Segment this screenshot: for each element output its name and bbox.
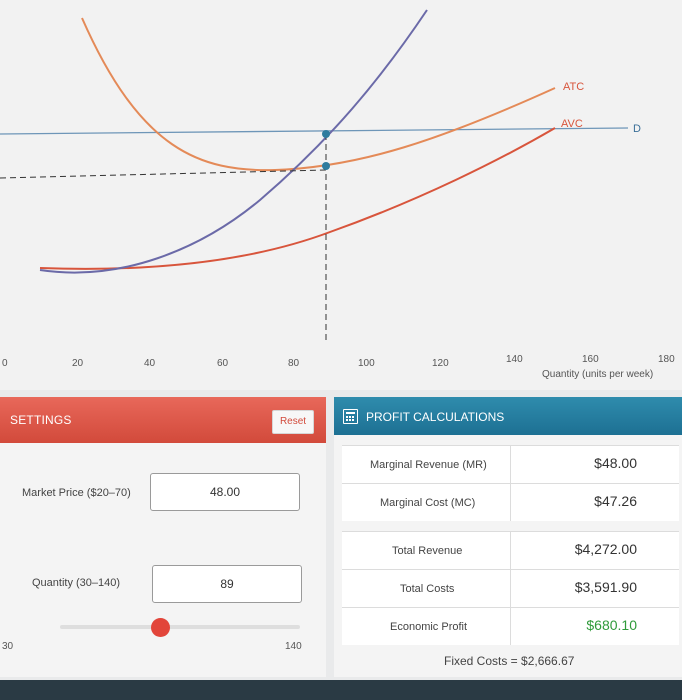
row-divider [510,570,511,607]
chart-svg: 0 20 40 60 80 100 120 140 160 180 Quanti… [0,9,675,380]
economic-profit-label: Economic Profit [390,621,468,633]
price-point[interactable] [322,130,330,138]
economic-profit-row: Economic Profit $680.10 [342,607,679,645]
calculator-icon [343,409,358,424]
mc-label: Marginal Cost (MC) [380,497,476,509]
x-tick-80: 80 [288,358,300,369]
total-costs-label: Total Costs [400,583,455,595]
profit-title: PROFIT CALCULATIONS [366,410,505,424]
atc-guide-line [0,169,327,179]
profit-panel: PROFIT CALCULATIONS Marginal Revenue (MR… [334,397,682,677]
x-tick-160: 160 [582,354,599,365]
row-divider [510,532,511,569]
x-axis: 0 20 40 60 80 100 120 140 160 180 Quanti… [2,354,675,380]
quantity-slider-track[interactable] [60,625,300,629]
mr-value: $48.00 [594,455,637,471]
x-tick-140: 140 [506,354,523,365]
quantity-slider-thumb[interactable] [151,618,170,637]
row-divider [510,608,511,645]
avc-curve [39,127,556,270]
economic-profit-value: $680.10 [586,617,637,633]
x-tick-60: 60 [217,358,229,369]
x-tick-120: 120 [432,358,449,369]
bottom-bar [0,680,682,700]
quantity-input[interactable]: 89 [152,565,302,603]
x-axis-label: Quantity (units per week) [542,369,653,380]
atc-label: ATC [563,81,584,93]
total-revenue-label: Total Revenue [392,545,463,557]
avc-label: AVC [561,118,583,130]
settings-panel: SETTINGS Reset Market Price ($20–70) 48.… [0,397,326,677]
settings-title: SETTINGS [10,413,72,427]
total-costs-value: $3,591.90 [574,579,637,595]
x-tick-0: 0 [2,358,8,369]
x-tick-20: 20 [72,358,84,369]
mc-curve [39,9,428,274]
x-tick-100: 100 [358,358,375,369]
row-divider [510,484,511,521]
cost-curve-chart: 0 20 40 60 80 100 120 140 160 180 Quanti… [0,9,676,380]
fixed-costs-text: Fixed Costs = $2,666.67 [444,654,575,668]
x-tick-40: 40 [144,358,156,369]
market-price-input[interactable]: 48.00 [150,473,300,511]
reset-button[interactable]: Reset [272,410,314,434]
settings-header: SETTINGS Reset [0,397,326,443]
total-costs-row: Total Costs $3,591.90 [342,569,679,607]
demand-line [0,127,629,135]
x-tick-180: 180 [658,354,675,365]
profit-header: PROFIT CALCULATIONS [334,397,682,435]
row-divider [510,446,511,483]
total-revenue-value: $4,272.00 [574,541,637,557]
mr-label: Marginal Revenue (MR) [370,459,487,471]
atc-point[interactable] [322,162,330,170]
mr-row: Marginal Revenue (MR) $48.00 [342,445,679,483]
market-price-label: Market Price ($20–70) [22,487,131,499]
atc-curve [81,17,556,172]
quantity-label: Quantity (30–140) [32,577,121,589]
mc-row: Marginal Cost (MC) $47.26 [342,483,679,521]
mc-value: $47.26 [594,493,637,509]
slider-max-label: 140 [285,641,302,652]
slider-min-label: 30 [2,641,14,652]
demand-label: D [633,123,641,135]
total-revenue-row: Total Revenue $4,272.00 [342,531,679,569]
